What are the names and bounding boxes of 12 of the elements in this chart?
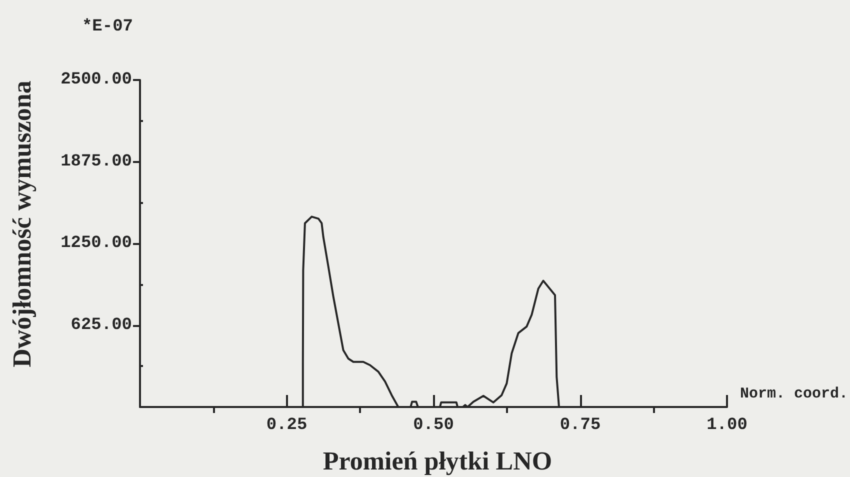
- y-tick-label: 1875.00: [60, 152, 132, 172]
- text: Norm. coord.: [740, 386, 848, 402]
- x-tick-label: 1.00: [706, 416, 748, 435]
- y-tick-label: 625.00: [70, 316, 132, 335]
- x-tick-label: 0.25: [266, 416, 308, 435]
- x-axis-title: Promień płytki LNO: [322, 446, 552, 476]
- y-tick-label: 2500.00: [60, 70, 132, 90]
- x-tick-label: 0.75: [560, 416, 601, 435]
- x-tick-label: 0.50: [413, 416, 454, 435]
- text: *E-07: [82, 18, 133, 36]
- y-tick-label: 1250.00: [60, 234, 132, 253]
- y-axis-title: Dwójłomność wymuszona: [8, 80, 36, 368]
